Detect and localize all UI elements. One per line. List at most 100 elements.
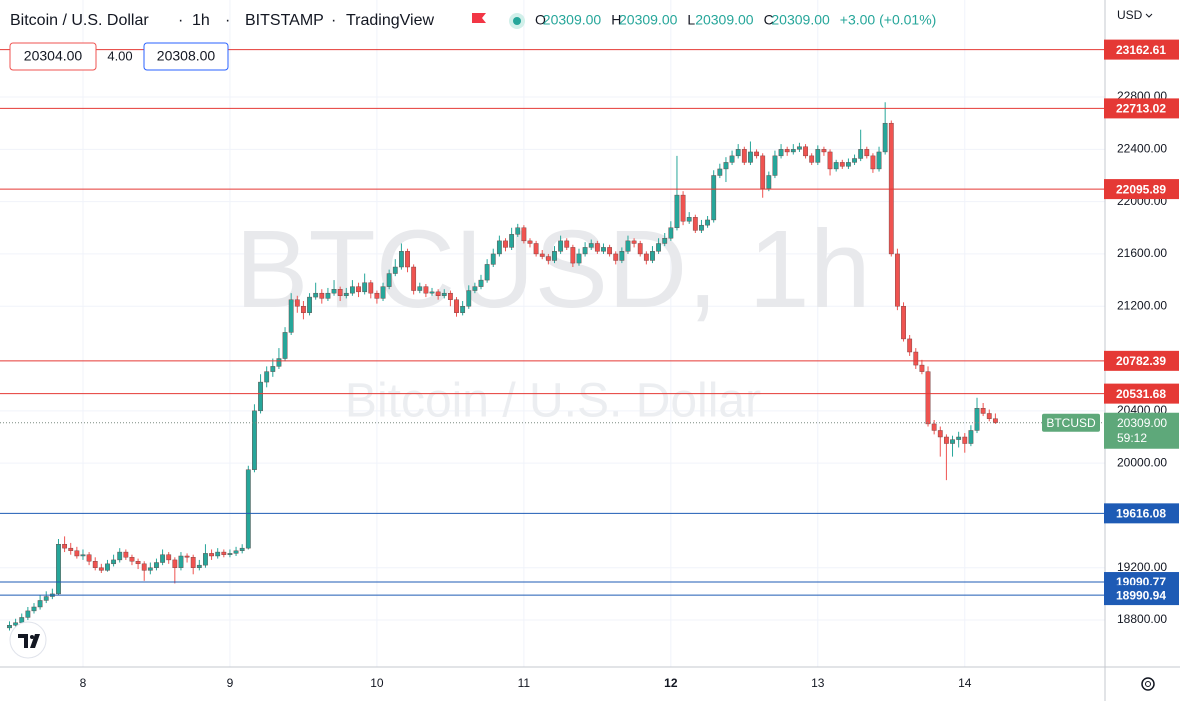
- level-label: 20782.39: [1116, 354, 1166, 368]
- candle-body: [166, 554, 172, 561]
- level-label-box: [1104, 98, 1179, 119]
- candle-body: [80, 554, 86, 557]
- settings-icon[interactable]: [1141, 677, 1155, 691]
- ohlc-item: +3.00 (+0.01%): [840, 12, 937, 28]
- level-label: 18990.94: [1116, 588, 1166, 602]
- interval[interactable]: 1h: [192, 12, 210, 29]
- candle-body: [490, 253, 496, 265]
- x-tick-label: 13: [811, 676, 825, 690]
- candle-body: [380, 286, 386, 299]
- candle-body: [570, 247, 576, 264]
- x-tick-label: 14: [958, 676, 972, 690]
- candle-body: [441, 292, 447, 296]
- candle-body: [735, 149, 741, 157]
- watermark: BTCUSD, 1h: [235, 208, 871, 331]
- candle-body: [62, 544, 68, 549]
- candle-body: [790, 149, 796, 153]
- symbol-title[interactable]: Bitcoin / U.S. Dollar: [10, 12, 149, 29]
- candle-body: [460, 306, 466, 313]
- ohlc-item: H: [611, 12, 621, 28]
- candle-body: [846, 162, 851, 167]
- candle-body: [594, 243, 600, 252]
- candle-body: [447, 292, 453, 300]
- candle-body: [233, 550, 239, 554]
- candle-body: [184, 555, 190, 558]
- candle-body: [160, 554, 165, 563]
- bid: 20304.00: [24, 48, 83, 64]
- y-tick-label: 18800.00: [1117, 612, 1167, 626]
- candle-body: [809, 155, 815, 163]
- candle-body: [876, 151, 882, 170]
- candle-body: [515, 227, 521, 235]
- candle-body: [895, 253, 900, 307]
- candle-body: [454, 299, 459, 313]
- candle-body: [625, 240, 631, 252]
- candle-body: [423, 286, 429, 294]
- candle-body: [643, 253, 649, 261]
- ask-box[interactable]: [143, 42, 229, 71]
- x-tick-label: 11: [518, 676, 531, 690]
- candle-body: [803, 146, 808, 157]
- candle-body: [748, 151, 753, 163]
- x-tick-label: 8: [80, 676, 87, 690]
- level-label-box: [1104, 39, 1179, 60]
- candle-body: [270, 366, 276, 372]
- candle-body: [956, 436, 962, 440]
- candle-body: [7, 625, 12, 629]
- plot: [0, 49, 1105, 631]
- flag-icon[interactable]: [472, 13, 486, 23]
- candle-body: [374, 292, 380, 299]
- candle-body: [319, 292, 325, 299]
- y-tick-label: 21200.00: [1117, 298, 1167, 312]
- candle-body: [974, 408, 980, 431]
- candle-body: [86, 554, 92, 562]
- candle-body: [25, 610, 31, 618]
- candle-body: [466, 290, 472, 307]
- ohlc-item: O: [535, 12, 546, 28]
- y-tick-label: 20000.00: [1117, 455, 1167, 469]
- candle-body: [141, 563, 147, 571]
- candle-body: [680, 194, 686, 222]
- candle-body: [699, 224, 704, 231]
- candle-body: [986, 413, 992, 419]
- candle-body: [178, 555, 184, 568]
- candle-body: [301, 306, 306, 313]
- candle-body: [147, 567, 153, 571]
- candle-body: [907, 338, 913, 353]
- candle-body: [778, 149, 784, 157]
- ohlc-item: L: [687, 12, 695, 28]
- candle-body: [797, 146, 802, 150]
- candle-body: [980, 408, 986, 414]
- candle-body: [637, 243, 643, 255]
- candle-body: [399, 251, 404, 268]
- level-label: 22713.02: [1116, 102, 1166, 116]
- level-label: 22095.89: [1116, 182, 1166, 196]
- candle-body: [92, 561, 98, 568]
- symbol-tag-box: [1042, 413, 1100, 432]
- candle-body: [729, 155, 735, 163]
- level-label: 23162.61: [1116, 43, 1166, 57]
- candle-body: [882, 122, 888, 153]
- y-tick-label: 21600.00: [1117, 246, 1167, 260]
- candle-body: [417, 286, 423, 291]
- candle-body: [588, 243, 594, 248]
- candle-body: [135, 561, 141, 565]
- currency[interactable]: USD: [1117, 8, 1143, 22]
- candle-body: [870, 155, 876, 170]
- candle-body: [950, 439, 955, 444]
- candle-body: [215, 551, 221, 557]
- countdown: 59:12: [1117, 431, 1147, 445]
- candle-body: [527, 240, 533, 244]
- candle-body: [13, 622, 19, 626]
- y-tick-label: 19200.00: [1117, 560, 1167, 574]
- source: TradingView: [346, 12, 434, 29]
- candle-body: [552, 251, 557, 261]
- candle-body: [821, 149, 827, 153]
- exchange: BITSTAMP: [245, 12, 324, 29]
- tv-logo: [9, 621, 47, 659]
- x-tick-label: 12: [664, 676, 678, 690]
- candle-body: [521, 227, 527, 242]
- candle-body: [154, 562, 159, 568]
- bid-box[interactable]: [9, 42, 97, 71]
